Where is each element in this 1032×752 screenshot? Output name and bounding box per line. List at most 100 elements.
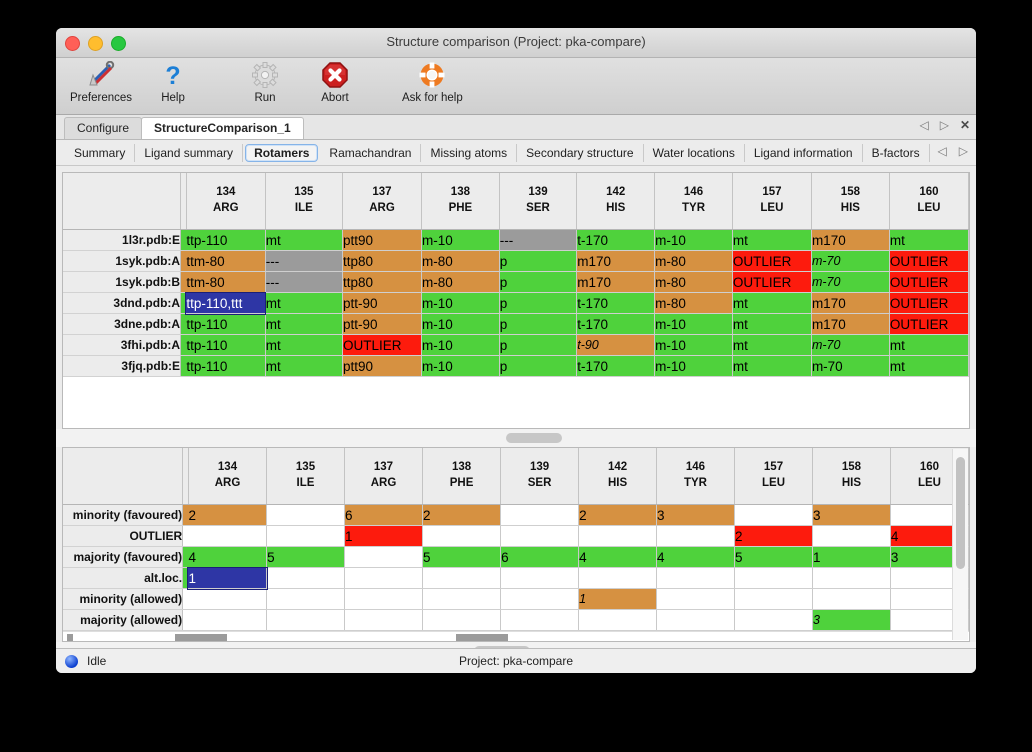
column-header-139[interactable]: 139 SER (500, 448, 580, 505)
row-header[interactable]: minority (allowed) (63, 588, 184, 610)
table-cell[interactable] (500, 588, 580, 610)
table-cell[interactable]: p (499, 334, 578, 356)
table-cell[interactable]: 2 (422, 504, 502, 526)
table-cell[interactable]: ttm-80 (186, 271, 266, 293)
table-cell[interactable]: OUTLIER (889, 250, 969, 272)
table-row[interactable]: majority (allowed) 3 (63, 609, 969, 631)
tab-secondary-structure[interactable]: Secondary structure (517, 143, 644, 162)
table-cell[interactable] (266, 525, 345, 547)
table-cell[interactable] (266, 588, 345, 610)
table-cell[interactable]: 3 (812, 504, 891, 526)
column-header-139[interactable]: 139 SER (499, 173, 578, 230)
table-cell[interactable]: t-90 (576, 334, 656, 356)
table-row[interactable]: minority (allowed) 1 (63, 588, 969, 610)
table-cell[interactable]: m-70 (811, 334, 890, 356)
table-cell[interactable]: mt (732, 334, 812, 356)
table-cell[interactable]: m-80 (421, 271, 500, 293)
table-cell[interactable]: m-80 (654, 292, 733, 314)
table-cell[interactable] (890, 504, 969, 526)
row-header[interactable]: majority (allowed) (63, 609, 184, 631)
table-cell[interactable]: 2 (188, 504, 268, 526)
rotamers-hscroll-thumb[interactable] (506, 433, 562, 443)
table-cell[interactable]: m-10 (421, 355, 500, 377)
table-cell[interactable]: OUTLIER (732, 250, 812, 272)
tab-ramachandran[interactable]: Ramachandran (320, 143, 422, 162)
table-cell[interactable]: OUTLIER (732, 271, 812, 293)
table-cell[interactable]: ptt-90 (342, 292, 423, 314)
table-cell[interactable]: 4 (656, 546, 736, 568)
doc-prev-arrow-icon[interactable]: ◁ (919, 118, 929, 132)
row-header[interactable]: 3dne.pdb:A (63, 313, 182, 335)
table-cell[interactable] (266, 504, 345, 526)
table-cell[interactable]: 6 (344, 504, 424, 526)
table-cell[interactable]: OUTLIER (889, 292, 969, 314)
table-cell[interactable]: ptt90 (342, 355, 423, 377)
table-cell[interactable]: --- (265, 271, 343, 293)
table-cell[interactable]: ttp-110 (186, 313, 266, 335)
table-cell[interactable]: t-170 (576, 355, 656, 377)
table-cell[interactable]: mt (889, 229, 969, 251)
row-header[interactable]: majority (favoured) (63, 546, 184, 568)
table-cell[interactable]: m-10 (421, 334, 500, 356)
table-cell[interactable] (890, 609, 969, 631)
table-row[interactable]: 3dne.pdb:A ttp-110 mt ptt-90 m-10 p t-170 m-10 m… (63, 313, 969, 335)
tab-ligand-summary[interactable]: Ligand summary (135, 143, 244, 162)
table-cell[interactable]: 1 (812, 546, 891, 568)
table-cell[interactable]: mt (732, 355, 812, 377)
table-cell[interactable] (656, 609, 736, 631)
doc-close-icon[interactable]: ✕ (959, 118, 970, 132)
tab-summary[interactable]: Summary (64, 143, 136, 162)
table-cell[interactable]: 1 (187, 566, 268, 590)
row-header[interactable]: minority (favoured) (63, 504, 184, 526)
table-cell[interactable] (422, 588, 502, 610)
table-cell[interactable]: mt (265, 292, 343, 314)
table-cell[interactable]: m-10 (421, 292, 500, 314)
table-cell[interactable]: mt (732, 229, 812, 251)
table-cell[interactable]: OUTLIER (889, 271, 969, 293)
row-header[interactable]: 1syk.pdb:B (63, 271, 182, 293)
table-cell[interactable]: 1 (578, 588, 657, 610)
table-cell[interactable] (266, 609, 345, 631)
row-header[interactable]: alt.loc. (63, 567, 184, 589)
table-cell[interactable] (188, 525, 268, 547)
table-cell[interactable] (812, 525, 891, 547)
column-header-138[interactable]: 138 PHE (422, 448, 502, 505)
column-header-134[interactable]: 134 ARG (188, 448, 268, 505)
table-row[interactable]: 3dnd.pdb:A ttp-110,ttt mt ptt-90 m-10 p t-170 m… (63, 291, 969, 315)
table-row[interactable]: 1syk.pdb:A ttm-80 --- ttp80 m-80 p m170 m-80 OUT… (63, 250, 969, 272)
abort-button[interactable]: Abort (300, 58, 370, 104)
table-cell[interactable] (422, 567, 502, 589)
table-cell[interactable]: m170 (576, 271, 656, 293)
table-cell[interactable]: p (499, 250, 578, 272)
tab-b-factors[interactable]: B-factors (863, 143, 930, 162)
table-cell[interactable] (734, 588, 814, 610)
close-window-button[interactable] (65, 36, 80, 51)
tab-next-arrow-icon[interactable]: ▷ (958, 144, 968, 158)
table-cell[interactable] (734, 567, 814, 589)
column-header-137[interactable]: 137 ARG (342, 173, 423, 230)
column-header-158[interactable]: 158 HIS (811, 173, 890, 230)
table-cell[interactable]: m-10 (654, 229, 733, 251)
table-cell[interactable]: mt (265, 355, 343, 377)
doc-next-arrow-icon[interactable]: ▷ (939, 118, 949, 132)
table-cell[interactable] (500, 609, 580, 631)
table-cell[interactable]: p (499, 355, 578, 377)
table-cell[interactable] (812, 588, 891, 610)
doc-tab-configure[interactable]: Configure (64, 117, 143, 139)
summary-vscrollbar[interactable] (952, 449, 968, 640)
doc-tab-structurecomparison-1[interactable]: StructureComparison_1 (141, 117, 304, 139)
table-cell[interactable]: m-70 (811, 355, 890, 377)
ask-for-help-button[interactable]: Ask for help (396, 58, 469, 104)
table-cell[interactable] (656, 588, 736, 610)
column-header-157[interactable]: 157 LEU (732, 173, 812, 230)
table-cell[interactable] (578, 609, 657, 631)
table-cell[interactable]: m-80 (654, 271, 733, 293)
table-cell[interactable] (656, 525, 736, 547)
minimize-window-button[interactable] (88, 36, 103, 51)
table-row[interactable]: 3fhi.pdb:A ttp-110 mt OUTLIER m-10 p t-90 m-10 m… (63, 334, 969, 356)
table-cell[interactable] (734, 504, 814, 526)
table-cell[interactable]: m-80 (421, 250, 500, 272)
summary-vscroll-thumb[interactable] (956, 457, 965, 569)
table-row[interactable]: alt.loc. 1 (63, 566, 969, 590)
table-cell[interactable] (188, 588, 268, 610)
